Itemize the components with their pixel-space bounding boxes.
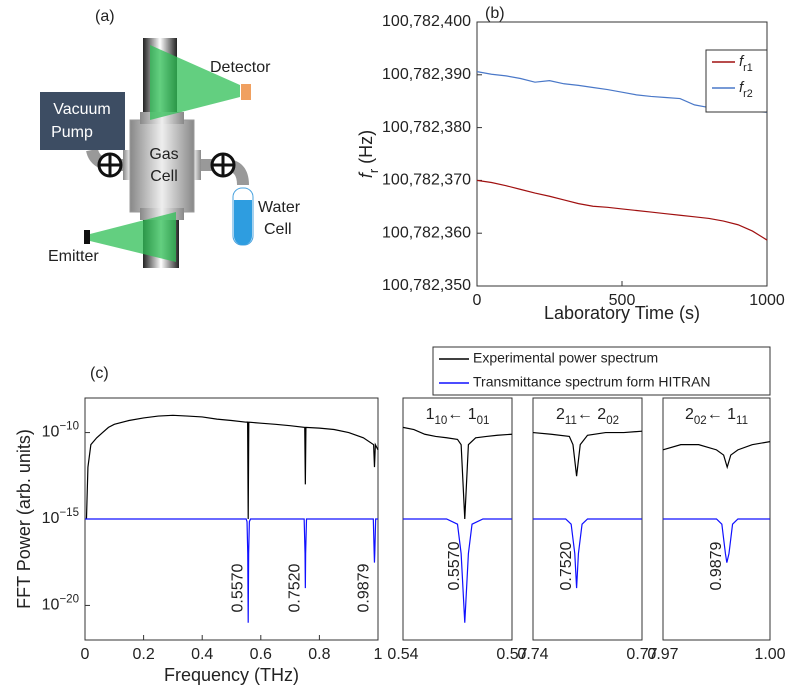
panel-title: 202← 111 <box>685 406 748 427</box>
series-line <box>662 441 771 470</box>
legend-label: fr1 <box>739 53 753 74</box>
gas-cell-label: Gas <box>149 146 178 163</box>
beam <box>90 212 176 262</box>
x-tick-label: 0.57 <box>496 646 527 663</box>
x-tick-label: 1000 <box>749 292 785 309</box>
y-tick-label: 10−20 <box>42 593 79 613</box>
x-tick-label: 1 <box>374 646 383 663</box>
series-line <box>403 518 512 623</box>
annotation: 0.5570 <box>229 563 246 612</box>
y-tick-label: 100,782,400 <box>382 13 471 30</box>
x-tick-label: 500 <box>609 292 636 309</box>
x-tick-label: 0 <box>473 292 482 309</box>
series-line <box>402 426 513 520</box>
y-axis-label: fr (Hz) <box>356 130 381 178</box>
series-line <box>532 430 643 477</box>
detector <box>241 84 251 100</box>
emitter-label: Emitter <box>48 248 99 265</box>
x-axis-label: Laboratory Time (s) <box>544 303 700 323</box>
legend-label: Transmittance spectrum form HITRAN <box>473 374 711 390</box>
legend-box <box>705 49 768 113</box>
annotation: 0.9879 <box>356 563 373 612</box>
series-line <box>663 518 770 563</box>
series-line <box>476 179 768 241</box>
y-tick-label: 10−15 <box>42 507 79 527</box>
x-tick-label: 0 <box>81 646 90 663</box>
y-tick-label: 10−10 <box>42 421 79 441</box>
y-tick-label: 100,782,390 <box>382 66 471 83</box>
y-tick-label: 100,782,360 <box>382 224 471 241</box>
legend-label: fr2 <box>739 79 753 100</box>
panel-label: (b) <box>485 5 505 22</box>
x-tick-label: 0.77 <box>626 646 657 663</box>
pump-label: Pump <box>51 124 93 141</box>
gas-cell-label: Cell <box>150 168 178 185</box>
x-tick-label: 1.00 <box>754 646 785 663</box>
panel-label: (a) <box>95 8 115 25</box>
series-line <box>85 414 379 520</box>
beam <box>150 45 240 120</box>
x-tick-label: 0.54 <box>387 646 418 663</box>
legend-label: Experimental power spectrum <box>473 350 658 366</box>
detector-label: Detector <box>210 59 271 76</box>
x-tick-label: 0.6 <box>250 646 272 663</box>
annotation: 0.5570 <box>446 541 463 590</box>
water-cell-label: Cell <box>264 221 292 238</box>
annotation: 0.9879 <box>708 541 725 590</box>
legend-box <box>432 346 771 396</box>
y-tick-label: 100,782,380 <box>382 119 471 136</box>
gas-cell <box>129 119 195 213</box>
x-tick-label: 0.8 <box>308 646 330 663</box>
valve <box>97 152 236 178</box>
x-axis-label: Frequency (THz) <box>164 665 299 685</box>
pump-label: Vacuum <box>53 101 111 118</box>
series-line <box>85 518 378 623</box>
water <box>234 200 252 245</box>
annotation: 0.7520 <box>558 541 575 590</box>
panel-label: (c) <box>90 365 109 382</box>
x-tick-label: 0.2 <box>132 646 154 663</box>
x-tick-label: 0.74 <box>517 646 548 663</box>
panel-title: 110← 101 <box>426 406 490 427</box>
x-tick-label: 0.4 <box>191 646 213 663</box>
y-tick-label: 100,782,370 <box>382 172 471 189</box>
emitter <box>84 230 90 244</box>
setup-diagram: (a) Vacuum Pump Detector Gas Cell Water … <box>40 8 301 268</box>
x-tick-label: 0.97 <box>647 646 678 663</box>
annotation: 0.7520 <box>287 563 304 612</box>
y-tick-label: 100,782,350 <box>382 277 471 294</box>
series-line <box>533 518 642 589</box>
y-axis-label: FFT Power (arb. units) <box>14 429 34 609</box>
panel-title: 211← 202 <box>556 406 619 427</box>
vacuum-pump <box>40 92 125 150</box>
water-cell-label: Water <box>258 199 301 216</box>
